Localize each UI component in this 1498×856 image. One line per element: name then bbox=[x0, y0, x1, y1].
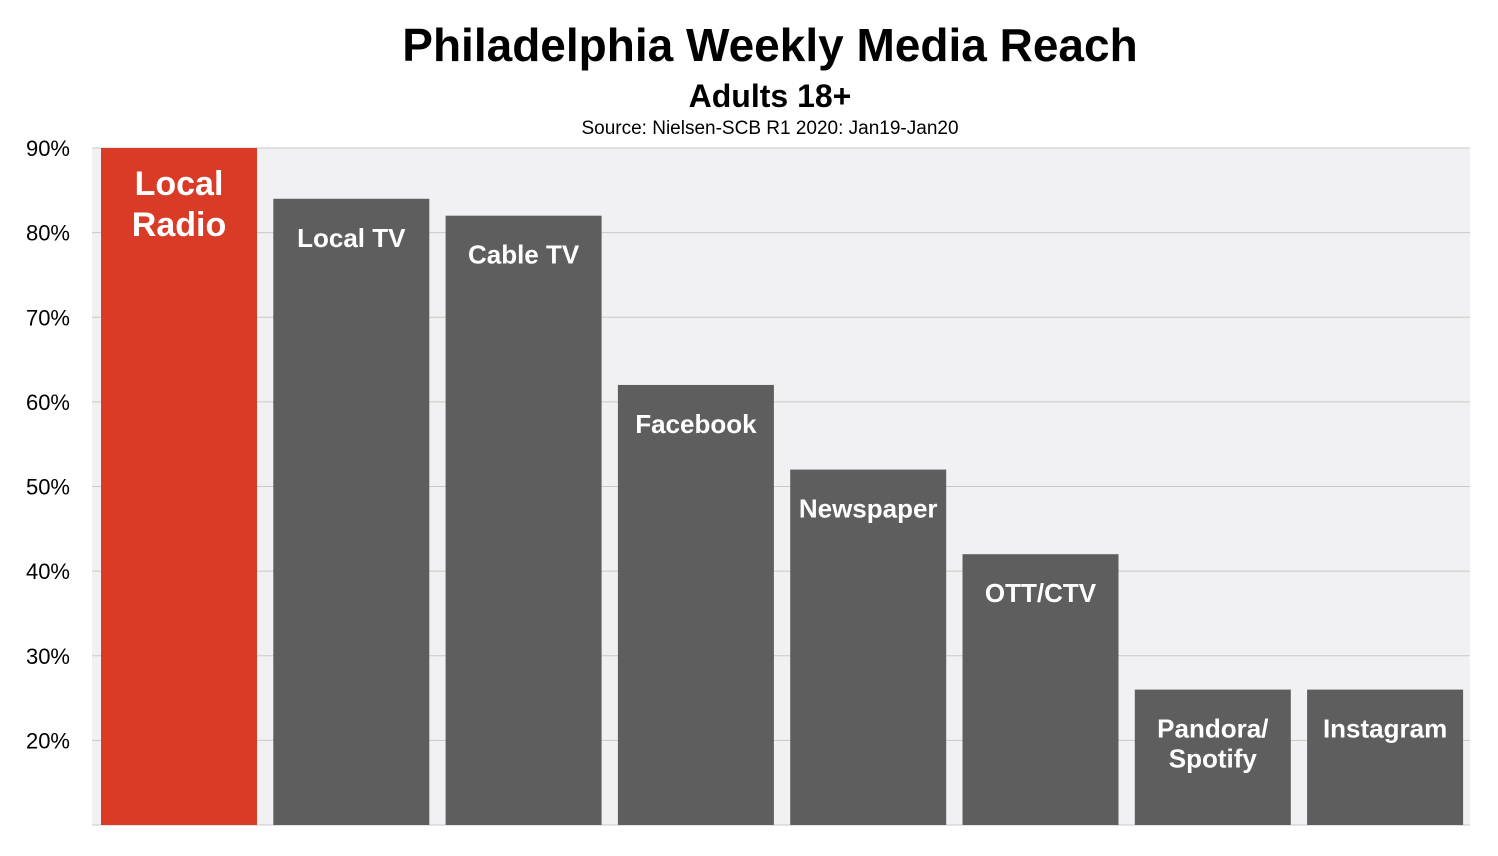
bar bbox=[1134, 689, 1291, 825]
bar-labels: Local Radio Local TV Cable TV Facebook Newspa… bbox=[132, 165, 1447, 774]
y-tick-label: 50% bbox=[26, 475, 70, 500]
y-tick-label: 20% bbox=[26, 728, 70, 753]
bar-label: Newspaper bbox=[799, 494, 938, 524]
chart-title: Philadelphia Weekly Media Reach bbox=[402, 19, 1138, 71]
y-tick-label: 80% bbox=[26, 221, 70, 246]
y-tick-label: 60% bbox=[26, 390, 70, 415]
bar-label: OTT/CTV bbox=[985, 578, 1097, 608]
bar-label-line: Spotify bbox=[1169, 744, 1258, 774]
bar-label-line: Radio bbox=[132, 206, 226, 244]
bars bbox=[101, 148, 1464, 825]
bar-label: Facebook bbox=[635, 409, 757, 439]
y-tick-label: 90% bbox=[26, 136, 70, 161]
bar-label: Pandora/Spotify bbox=[1157, 714, 1268, 774]
y-tick-label: 30% bbox=[26, 644, 70, 669]
y-axis: 20% 30% 40% 50% 60% 70% 80% 90% bbox=[26, 136, 70, 753]
bar-label-line: Cable TV bbox=[468, 240, 580, 270]
bar-label-line: OTT/CTV bbox=[985, 578, 1097, 608]
bar bbox=[962, 554, 1119, 825]
bar-label-line: Local TV bbox=[297, 223, 406, 253]
bar bbox=[1307, 689, 1464, 825]
bar-label-line: Pandora/ bbox=[1157, 714, 1268, 744]
bar-label-line: Newspaper bbox=[799, 494, 938, 524]
bar bbox=[273, 198, 430, 825]
bar-label: Local TV bbox=[297, 223, 406, 253]
bar-label-line: Instagram bbox=[1323, 714, 1447, 744]
chart-subtitle: Adults 18+ bbox=[688, 78, 852, 114]
bar-label: Cable TV bbox=[468, 240, 580, 270]
bar-label-line: Local bbox=[135, 165, 224, 203]
bar-label: Instagram bbox=[1323, 714, 1447, 744]
bar bbox=[101, 148, 257, 825]
bar-label-line: Facebook bbox=[635, 409, 757, 439]
y-tick-label: 40% bbox=[26, 559, 70, 584]
bar bbox=[790, 469, 947, 825]
chart-source-note: Source: Nielsen-SCB R1 2020: Jan19-Jan20 bbox=[581, 118, 959, 139]
bar-label: Local Radio bbox=[132, 165, 226, 244]
y-tick-label: 70% bbox=[26, 305, 70, 330]
bar bbox=[445, 215, 602, 825]
bar bbox=[617, 384, 774, 825]
